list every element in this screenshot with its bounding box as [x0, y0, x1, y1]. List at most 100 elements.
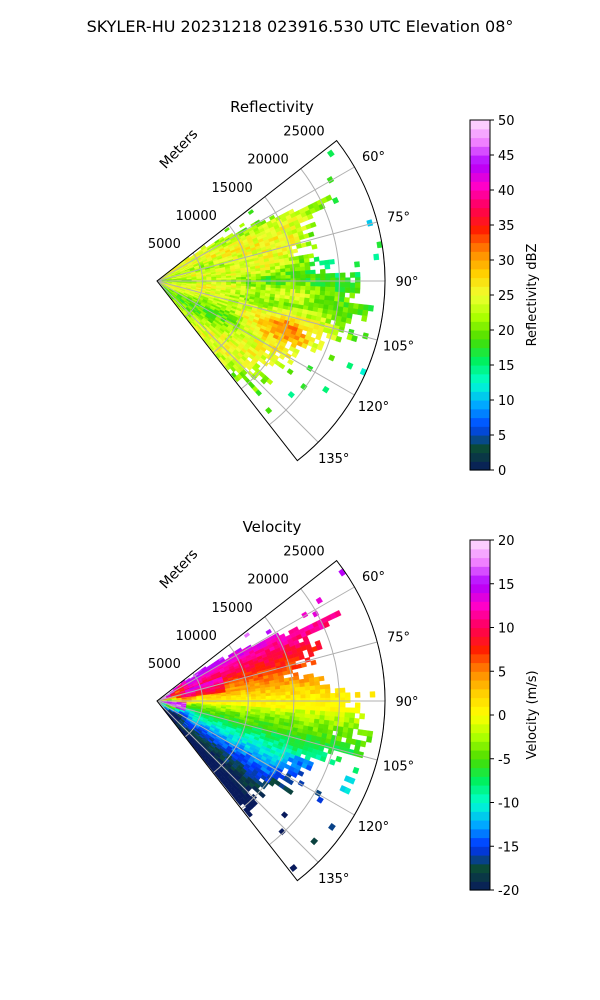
data-cell [305, 241, 312, 247]
colorbar-segment [470, 575, 490, 585]
data-cell [319, 295, 326, 301]
data-cell [260, 275, 267, 280]
colorbar-tick-label: 0 [498, 709, 506, 724]
data-cell [362, 304, 370, 311]
data-cell [315, 277, 321, 283]
data-cell [328, 354, 336, 362]
data-cell [294, 686, 301, 692]
data-cell [286, 368, 294, 376]
data-cell [275, 278, 282, 283]
data-cell [323, 299, 330, 306]
colorbar-segment [470, 863, 490, 874]
data-cell [285, 705, 291, 710]
data-cell [285, 687, 291, 693]
data-cell [255, 696, 262, 700]
data-cell [290, 278, 296, 283]
data-cell [275, 272, 282, 277]
data-cell [310, 702, 316, 707]
data-cell [235, 697, 242, 700]
data-cell [231, 697, 237, 700]
colorbar-segment [470, 181, 490, 191]
data-cell [324, 291, 331, 297]
data-cell [285, 281, 292, 286]
data-cell [275, 275, 282, 280]
data-cell [287, 358, 294, 366]
data-cell [344, 692, 351, 698]
data-cell [354, 277, 361, 284]
azimuth-tick-label: 90° [395, 275, 418, 290]
colorbar-segment [470, 128, 490, 139]
colorbar-segment [470, 715, 490, 725]
data-cell [338, 716, 345, 723]
colorbar-segment [470, 645, 490, 655]
data-cell [354, 702, 361, 709]
data-cell [324, 688, 331, 694]
data-cell [338, 721, 345, 728]
data-cell [260, 273, 267, 277]
data-cell [260, 377, 267, 385]
reflectivity-title: Reflectivity [230, 98, 314, 116]
data-cell [339, 272, 346, 279]
data-cell [295, 705, 301, 711]
data-cell [299, 293, 306, 299]
data-cell [325, 697, 331, 703]
radial-tick-label: 10000 [176, 629, 217, 644]
data-cell [301, 342, 308, 350]
data-cell [280, 288, 286, 293]
data-cell [308, 677, 315, 683]
data-cell [343, 297, 350, 304]
colorbar-tick-label: 20 [498, 324, 515, 339]
colorbar-tick-label: 5 [498, 665, 506, 680]
data-cell [319, 688, 326, 695]
data-cell [344, 282, 351, 288]
data-cell [359, 740, 367, 748]
azimuth-tick-label: 90° [395, 695, 418, 710]
colorbar-segment [470, 680, 490, 690]
data-cell [294, 266, 301, 272]
data-cell [361, 315, 368, 322]
colorbar-segment [470, 820, 490, 830]
data-cell [313, 676, 320, 682]
data-cell [343, 722, 350, 729]
colorbar-label: Reflectivity dBZ [525, 244, 540, 347]
data-cell [349, 282, 356, 289]
colorbar-segment [470, 443, 490, 454]
data-cell [280, 811, 289, 819]
data-cell [319, 260, 325, 266]
colorbar-segment [470, 365, 490, 375]
data-cell [305, 698, 311, 703]
data-cell [367, 304, 374, 312]
data-cell [310, 273, 316, 279]
data-cell [309, 681, 316, 687]
data-cell [260, 701, 267, 706]
data-cell [304, 289, 311, 295]
data-cell [270, 692, 277, 697]
data-cell [295, 289, 301, 294]
data-cell [275, 698, 282, 703]
data-cell [330, 692, 336, 699]
data-cell [284, 684, 291, 689]
data-cell [278, 353, 286, 361]
colorbar-segment [470, 251, 490, 261]
data-cell [325, 702, 331, 708]
data-cell [338, 296, 345, 303]
colorbar-segment [470, 347, 490, 357]
data-cell [280, 285, 287, 290]
colorbar-segment [470, 382, 490, 392]
data-cell [295, 701, 301, 707]
colorbar-segment [470, 785, 490, 795]
data-cell [339, 287, 346, 293]
data-cell [305, 285, 311, 291]
colorbar-segment [470, 811, 490, 821]
data-cell [280, 698, 287, 703]
data-cell [211, 698, 217, 701]
data-cell [295, 698, 301, 703]
data-cell [340, 282, 346, 288]
data-cell [255, 693, 262, 697]
data-cell [275, 704, 282, 709]
data-cell [310, 282, 316, 287]
data-cell [236, 701, 242, 705]
data-cell [260, 270, 267, 274]
data-cell [289, 864, 298, 872]
colorbar-segment [470, 233, 490, 244]
